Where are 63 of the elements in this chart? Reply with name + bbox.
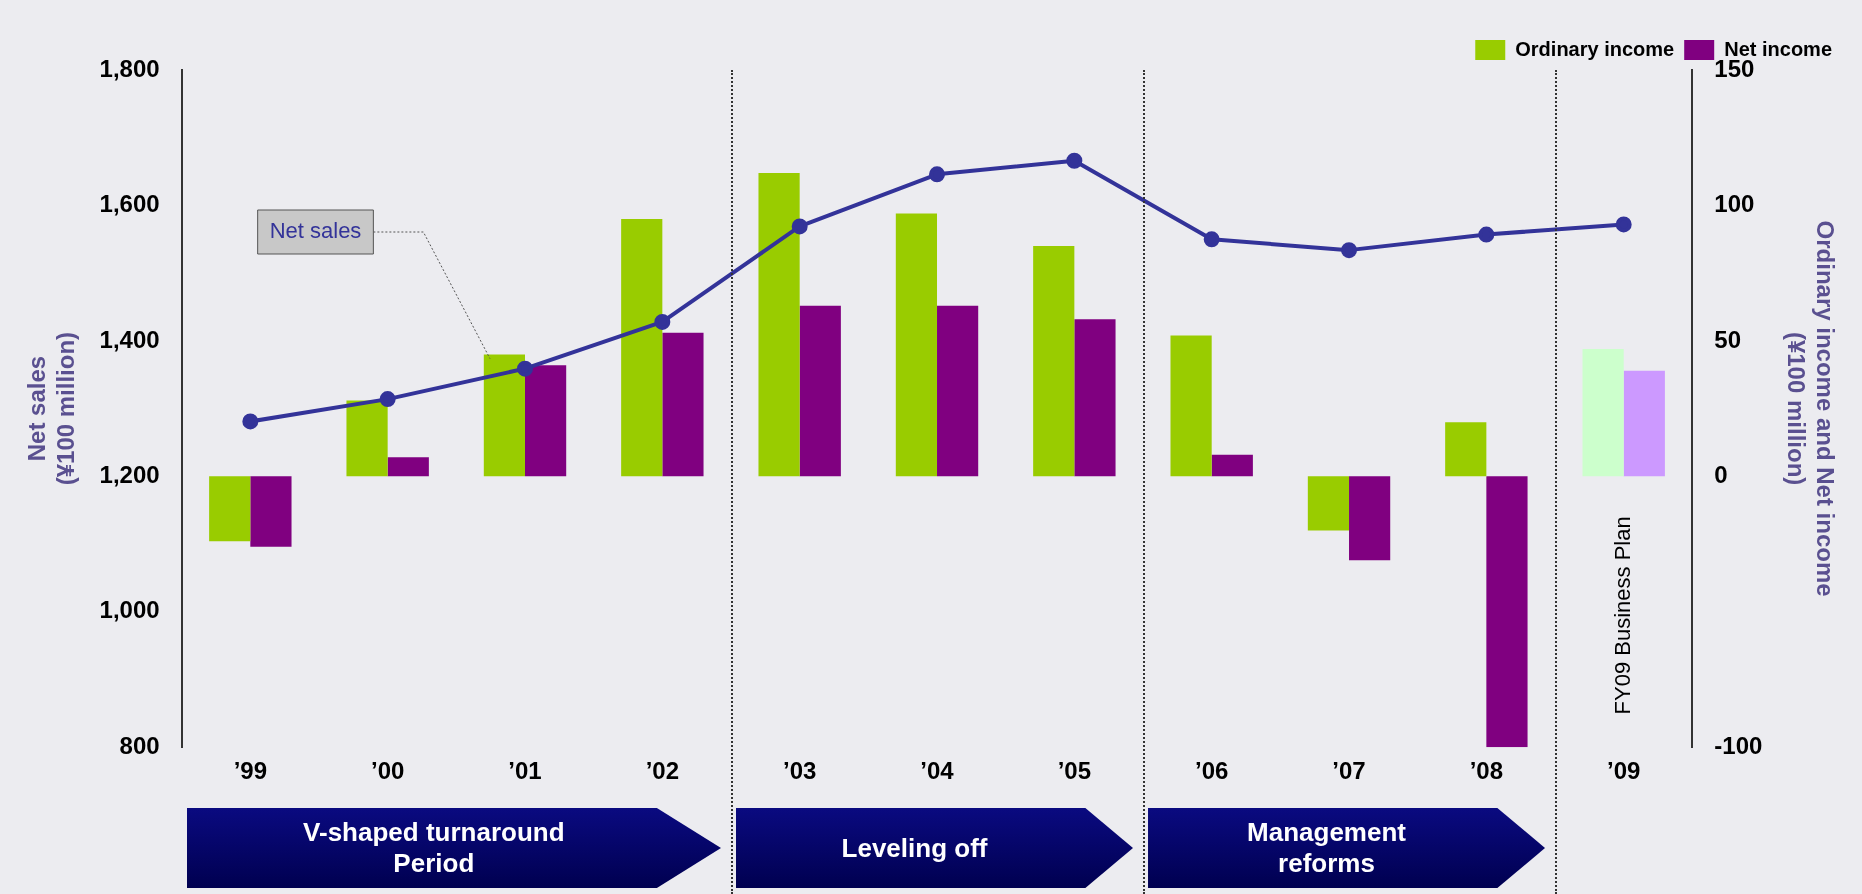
bar (662, 332, 704, 477)
y-axis-title: Net sales (¥100 million) (23, 331, 79, 486)
bar (1623, 370, 1665, 477)
point (929, 166, 946, 183)
x-tick-label: ’05 (1057, 757, 1092, 785)
point (517, 360, 533, 377)
bar (1582, 349, 1624, 477)
y2-tick-label: 0 (1714, 460, 1728, 488)
bar (209, 476, 251, 542)
bar (758, 172, 800, 477)
x-tick-label: ’09 (1607, 757, 1641, 785)
bar (895, 213, 938, 477)
x-tick-label: ’06 (1195, 757, 1229, 785)
text: Leveling off (736, 808, 1133, 888)
legend-label: Ordinary income (1515, 37, 1675, 60)
x-tick-label: ’04 (920, 757, 955, 785)
x-tick-label: ’99 (233, 757, 268, 785)
bar (387, 457, 429, 477)
y2-tick-label: 100 (1714, 190, 1755, 218)
x-tick-label: ’07 (1332, 757, 1366, 785)
bar (1033, 246, 1075, 477)
x-tick-label: ’00 (370, 757, 405, 785)
legend-label: Net income (1724, 37, 1833, 60)
point (1341, 242, 1358, 259)
x-tick-label: ’01 (508, 757, 542, 785)
x-tick-label: ’08 (1469, 757, 1504, 785)
text: Net sales (269, 218, 362, 244)
annotation: FY09 Business Plan (1609, 516, 1635, 715)
y-tick-label: 1,400 (99, 325, 160, 353)
x-tick-label: ’02 (645, 757, 680, 785)
x-tick-label: ’03 (782, 757, 817, 785)
text: V-shaped turnaround Period (186, 808, 721, 888)
bar (799, 305, 841, 477)
y2-axis-title: Ordinary income and Net income (¥100 million) (1783, 220, 1839, 597)
y-tick-label: 1,200 (99, 460, 160, 488)
bar (250, 476, 292, 547)
point (791, 218, 808, 235)
bar (483, 354, 525, 477)
bar (1349, 476, 1391, 561)
bar (346, 400, 388, 477)
bar (937, 305, 979, 477)
y-tick-label: 1,000 (99, 596, 160, 624)
point (1203, 231, 1220, 248)
bar (1486, 476, 1528, 748)
bar (1307, 476, 1350, 531)
point (242, 413, 259, 430)
point (654, 313, 671, 330)
bar (621, 218, 663, 477)
point (1615, 216, 1632, 233)
y-tick-label: 1,800 (99, 54, 160, 82)
point (1478, 226, 1495, 243)
point (1066, 152, 1083, 169)
y-tick-label: 800 (119, 731, 160, 759)
bar (1074, 319, 1116, 477)
bar (1170, 335, 1212, 477)
y2-tick-label: -100 (1714, 731, 1763, 759)
text: Management reforms (1148, 808, 1546, 888)
point (379, 391, 396, 408)
bar (1211, 454, 1253, 477)
bar (1445, 422, 1487, 477)
y2-tick-label: 50 (1714, 325, 1742, 353)
y-tick-label: 1,600 (99, 190, 160, 218)
bar (525, 365, 567, 477)
